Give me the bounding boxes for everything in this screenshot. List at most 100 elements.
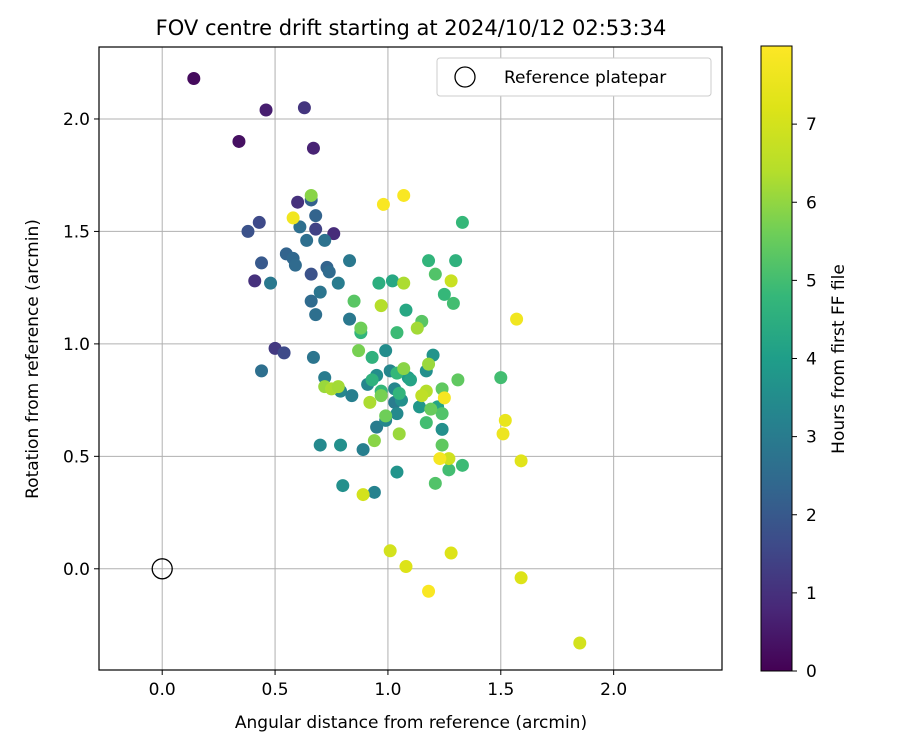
colorbar-tick-label: 1 <box>806 584 817 604</box>
colorbar-label: Hours from first FF file <box>829 264 849 454</box>
data-point <box>318 371 332 385</box>
data-point <box>390 407 404 421</box>
y-tick-label: 0.0 <box>63 560 90 580</box>
data-point <box>306 141 320 155</box>
data-point <box>327 227 341 241</box>
data-point <box>419 416 433 430</box>
data-point <box>297 101 311 115</box>
data-point <box>514 571 528 585</box>
data-point <box>318 233 332 247</box>
legend: Reference platepar <box>436 57 712 97</box>
data-point <box>345 389 359 403</box>
data-point <box>241 224 255 238</box>
data-point <box>363 395 377 409</box>
data-point <box>365 350 379 364</box>
data-point <box>442 452 456 466</box>
data-point <box>444 546 458 560</box>
reference-point <box>151 558 173 580</box>
data-point <box>444 274 458 288</box>
y-tick-label: 2.0 <box>63 110 90 130</box>
data-point <box>496 427 510 441</box>
data-point <box>331 380 345 394</box>
data-point <box>347 294 361 308</box>
colorbar <box>760 45 793 672</box>
data-point <box>514 454 528 468</box>
y-axis-label: Rotation from reference (arcmin) <box>23 219 43 499</box>
data-point <box>442 463 456 477</box>
data-point <box>313 438 327 452</box>
data-point <box>313 285 327 299</box>
data-point <box>343 254 357 268</box>
data-point <box>379 409 393 423</box>
data-point <box>309 308 323 322</box>
data-point <box>390 326 404 340</box>
data-point <box>277 346 291 360</box>
data-point <box>437 391 451 405</box>
data-point <box>435 422 449 436</box>
x-axis-label: Angular distance from reference (arcmin) <box>235 713 587 733</box>
data-point <box>309 222 323 236</box>
data-point <box>293 220 307 234</box>
data-point <box>424 402 438 416</box>
data-point <box>399 303 413 317</box>
data-point <box>288 258 302 272</box>
data-point <box>336 479 350 493</box>
plot-area <box>99 47 722 670</box>
y-tick-label: 1.0 <box>63 335 90 355</box>
data-point <box>187 71 201 85</box>
colorbar-tick-label: 5 <box>806 271 817 291</box>
data-point <box>422 584 436 598</box>
data-point <box>252 215 266 229</box>
chart-title: FOV centre drift starting at 2024/10/12 … <box>156 16 667 40</box>
data-point <box>397 276 411 290</box>
data-point <box>259 103 273 117</box>
data-point <box>498 413 512 427</box>
data-point <box>322 265 336 279</box>
colorbar-tick-label: 4 <box>806 350 817 370</box>
data-point <box>435 438 449 452</box>
data-point <box>392 427 406 441</box>
data-point <box>248 274 262 288</box>
data-point <box>451 373 465 387</box>
y-tick-label: 1.5 <box>63 222 90 242</box>
data-point <box>255 256 269 270</box>
data-point <box>573 636 587 650</box>
data-point <box>356 488 370 502</box>
data-point <box>428 267 442 281</box>
legend-box <box>436 57 712 97</box>
data-point <box>365 373 379 387</box>
data-point <box>372 276 386 290</box>
data-point <box>404 373 417 387</box>
x-tick-label: 1.5 <box>487 680 514 700</box>
data-point <box>422 254 436 268</box>
data-point <box>385 274 399 288</box>
colorbar-tick-label: 2 <box>806 506 817 526</box>
plot-frame <box>98 46 723 671</box>
data-point <box>435 407 449 421</box>
data-point <box>309 209 323 223</box>
colorbar-tick-label: 0 <box>806 662 817 682</box>
data-point <box>255 364 269 378</box>
data-point <box>304 267 318 281</box>
data-point <box>510 312 524 326</box>
data-point <box>370 420 384 434</box>
data-points <box>151 71 587 650</box>
data-point <box>410 321 424 335</box>
data-point <box>352 344 366 358</box>
data-point <box>446 296 460 310</box>
colorbar-ticks: 0 1 2 3 4 5 6 7 <box>792 115 817 682</box>
colorbar-tick-label: 3 <box>806 428 817 448</box>
data-point <box>397 362 411 376</box>
x-tick-label: 0.0 <box>149 680 176 700</box>
data-point <box>304 188 318 202</box>
x-tick-label: 1.0 <box>374 680 401 700</box>
data-point <box>286 211 300 225</box>
data-point <box>449 254 463 268</box>
data-point <box>374 389 388 403</box>
data-point <box>390 465 404 479</box>
data-point <box>392 386 406 400</box>
legend-reference-marker-icon <box>454 66 476 88</box>
colorbar-tick-label: 7 <box>806 115 817 135</box>
data-point <box>367 434 381 448</box>
